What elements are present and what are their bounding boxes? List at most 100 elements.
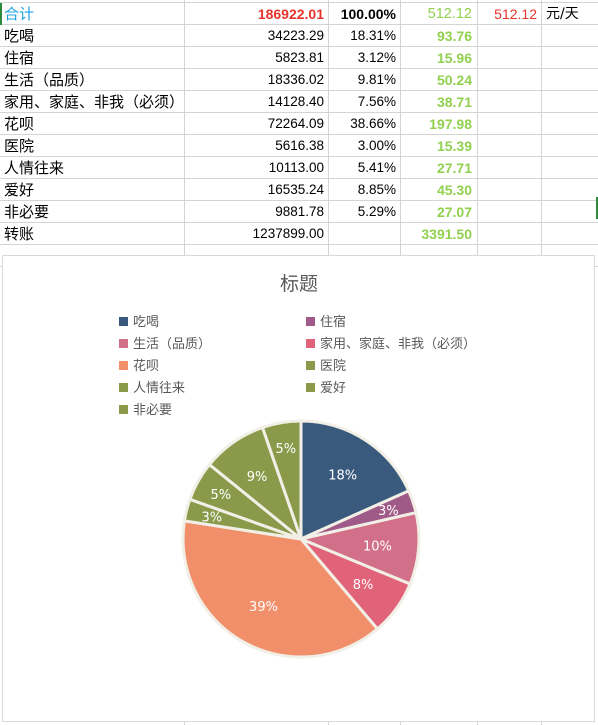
row-name[interactable]: 转账 <box>4 225 35 243</box>
row-divider <box>0 68 598 69</box>
legend-swatch <box>306 339 315 348</box>
row-name[interactable]: 人情往来 <box>4 159 65 177</box>
row-name[interactable]: 家用、家庭、非我（必须） <box>4 93 185 111</box>
data-label: 5% <box>210 488 231 503</box>
legend-swatch <box>306 361 315 370</box>
row-percent[interactable]: 8.85% <box>357 182 396 197</box>
chart-title: 标题 <box>280 273 318 295</box>
data-label: 3% <box>378 504 399 519</box>
pie-slice <box>181 519 379 659</box>
row-divider <box>0 134 598 135</box>
row-percent[interactable]: 5.29% <box>357 204 396 219</box>
data-label: 8% <box>353 578 374 593</box>
table-row: 人情往来 10113.00 5.41% 27.71 <box>0 157 598 179</box>
legend-label: 医院 <box>320 359 346 374</box>
row-per-day[interactable]: 27.71 <box>436 160 472 176</box>
row-amount[interactable]: 34223.29 <box>267 28 324 43</box>
row-divider <box>0 2 598 3</box>
row-percent[interactable]: 3.12% <box>357 50 396 65</box>
table-row: 转账 1237899.00 3391.50 <box>0 223 598 245</box>
row-amount[interactable]: 5616.38 <box>275 138 324 153</box>
row-amount[interactable]: 9881.78 <box>275 204 324 219</box>
legend-label: 爱好 <box>320 381 346 396</box>
legend-swatch <box>306 383 315 392</box>
row-amount[interactable]: 14128.40 <box>267 94 324 109</box>
row-divider <box>0 112 598 113</box>
legend-label: 非必要 <box>133 403 172 418</box>
row-per-day[interactable]: 15.39 <box>436 138 472 154</box>
legend-swatch <box>119 361 128 370</box>
row-amount[interactable]: 10113.00 <box>268 160 324 175</box>
total-row: 合计 186922.01 100.00% 512.12 512.12 元/天 <box>0 3 598 25</box>
row-amount[interactable]: 5823.81 <box>275 50 324 65</box>
row-name[interactable]: 花呗 <box>4 115 35 133</box>
legend-label: 家用、家庭、非我（必须） <box>320 336 476 352</box>
cell-cursor-mark <box>596 197 598 219</box>
row-divider <box>0 222 598 223</box>
data-label: 9% <box>247 470 268 485</box>
total-per-day-extra[interactable]: 512.12 <box>494 6 537 22</box>
legend-swatch <box>306 317 315 326</box>
table-row: 住宿 5823.81 3.12% 15.96 <box>0 47 598 69</box>
row-amount[interactable]: 72264.09 <box>267 116 324 131</box>
row-per-day[interactable]: 197.98 <box>429 116 472 132</box>
table-row: 非必要 9881.78 5.29% 27.07 <box>0 201 598 223</box>
row-name[interactable]: 住宿 <box>4 49 35 67</box>
data-label: 5% <box>275 442 296 457</box>
selection-indicator <box>0 3 2 25</box>
pie-slice <box>261 419 303 541</box>
row-percent[interactable] <box>329 223 396 245</box>
row-per-day[interactable]: 3391.50 <box>421 226 472 242</box>
legend-label: 住宿 <box>320 314 346 330</box>
table-row: 生活（品质） 18336.02 9.81% 50.24 <box>0 69 598 91</box>
pie-chart[interactable]: 标题吃喝 住宿生活（品质） 家用、家庭、非我（必须） 花呗 医院人情往来 爱好非必要 18%… <box>2 255 595 722</box>
table-row: 爱好 16535.24 8.85% 45.30 <box>0 179 598 201</box>
row-divider <box>0 244 598 245</box>
data-label: 3% <box>201 510 222 525</box>
table-row: 家用、家庭、非我（必须） 14128.40 7.56% 38.71 <box>0 91 598 113</box>
row-per-day[interactable]: 93.76 <box>436 28 472 44</box>
row-name[interactable]: 生活（品质） <box>4 71 95 89</box>
row-divider <box>0 200 598 201</box>
table-row: 医院 5616.38 3.00% 15.39 <box>0 135 598 157</box>
pie-slice <box>299 419 411 541</box>
legend-label: 吃喝 <box>133 314 159 330</box>
row-percent[interactable]: 9.81% <box>357 72 396 87</box>
row-per-day[interactable]: 15.96 <box>436 50 472 66</box>
data-label: 18% <box>328 469 357 484</box>
row-name[interactable]: 非必要 <box>4 203 50 221</box>
legend-swatch <box>119 317 128 326</box>
row-divider <box>0 156 598 157</box>
row-divider <box>0 46 598 47</box>
row-name[interactable]: 医院 <box>4 137 35 155</box>
row-divider <box>0 90 598 91</box>
row-name[interactable]: 爱好 <box>4 181 35 199</box>
row-per-day[interactable]: 27.07 <box>436 204 472 220</box>
legend-label: 花呗 <box>133 358 159 374</box>
total-percent[interactable]: 100.00% <box>340 6 396 22</box>
legend-label: 生活（品质） <box>133 337 211 352</box>
row-amount[interactable]: 1237899.00 <box>252 226 324 241</box>
total-per-day[interactable]: 512.12 <box>427 6 472 22</box>
unit-label[interactable]: 元/天 <box>546 6 579 22</box>
legend-swatch <box>119 405 128 414</box>
row-per-day[interactable]: 45.30 <box>436 182 472 198</box>
row-amount[interactable]: 18336.02 <box>267 72 324 87</box>
row-percent[interactable]: 7.56% <box>357 94 396 109</box>
legend-swatch <box>119 383 128 392</box>
row-percent[interactable]: 18.31% <box>350 28 396 43</box>
row-percent[interactable]: 5.41% <box>357 160 396 175</box>
row-percent[interactable]: 38.66% <box>350 116 396 131</box>
row-divider <box>0 178 598 179</box>
total-label[interactable]: 合计 <box>4 5 35 23</box>
row-divider <box>0 24 598 25</box>
row-percent[interactable]: 3.00% <box>357 138 396 153</box>
row-amount[interactable]: 16535.24 <box>267 182 324 197</box>
row-name[interactable]: 吃喝 <box>4 27 35 45</box>
legend-label: 人情往来 <box>133 381 185 396</box>
row-per-day[interactable]: 50.24 <box>436 72 472 88</box>
row-per-day[interactable]: 38.71 <box>436 94 472 110</box>
total-amount[interactable]: 186922.01 <box>257 6 324 22</box>
table-row: 花呗 72264.09 38.66% 197.98 <box>0 113 598 135</box>
